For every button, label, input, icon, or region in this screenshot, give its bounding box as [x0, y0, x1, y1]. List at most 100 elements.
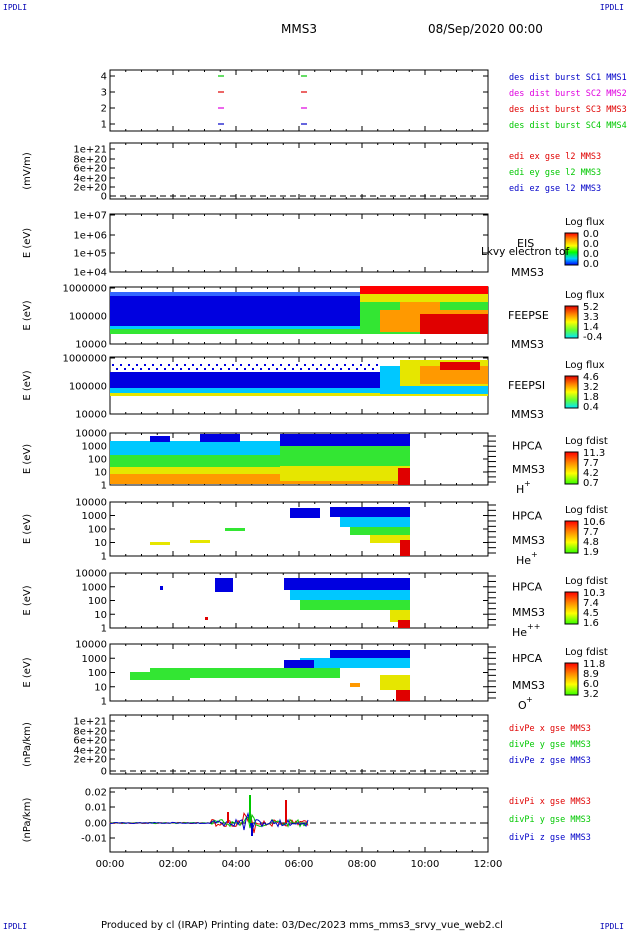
y-axis-label: (mV/m) — [22, 152, 33, 190]
spectrogram-cell — [320, 364, 322, 366]
spectrogram-cell — [168, 364, 170, 366]
legend-entry: des dist burst SC1 MMS1 — [509, 73, 627, 83]
spectrogram-cell — [280, 434, 410, 446]
corner-logo-bottom-left: IPDLI — [3, 922, 28, 931]
colorbar-value: 3.3 — [583, 312, 599, 323]
colorbar-value: 0.0 — [583, 239, 599, 250]
y-tick-label: 2 — [101, 104, 107, 115]
spectrogram-cell — [348, 368, 350, 370]
spectrogram-cell — [116, 368, 118, 370]
spectrogram-cell — [140, 368, 142, 370]
colorbar-value: 7.7 — [583, 527, 599, 538]
spectrogram-cell — [360, 364, 362, 366]
legend-entry: edi ez gse l2 MMS3 — [509, 184, 601, 194]
y-tick-label: 100 — [88, 455, 107, 466]
spectrogram-cell — [120, 364, 122, 366]
instrument-label: HPCA — [512, 652, 543, 665]
y-tick-label: 1000 — [82, 442, 107, 453]
legend-entry: des dist burst SC2 MMS2 — [509, 89, 627, 99]
y-tick-label: 1 — [101, 697, 107, 708]
colorbar-value: 1.6 — [583, 618, 599, 629]
spectrogram-cell — [156, 368, 158, 370]
spectrogram-cell — [376, 364, 378, 366]
legend-entry: divPe z gse MMS3 — [509, 756, 591, 766]
spectrogram-cell — [420, 314, 488, 334]
spectrogram-cell — [200, 364, 202, 366]
colorbar-value: 6.0 — [583, 679, 599, 690]
spectrogram-cell — [196, 368, 198, 370]
spectrogram-cell — [340, 517, 410, 527]
species-charge: + — [531, 550, 538, 559]
colorbar-value: 11.3 — [583, 448, 605, 459]
corner-logo-top-left: IPDLI — [3, 3, 28, 12]
colorbar-value: 10.3 — [583, 588, 605, 599]
date-title: 08/Sep/2020 00:00 — [428, 22, 543, 36]
colorbar-value: 3.2 — [583, 689, 599, 700]
spectrogram-cell — [110, 393, 488, 396]
spectrogram-cell — [292, 368, 294, 370]
spectrogram-cell — [300, 658, 410, 668]
colorbar-value: 4.8 — [583, 537, 599, 548]
spectrogram-cell — [248, 364, 250, 366]
colorbar-value: 3.2 — [583, 382, 599, 393]
spectrogram-cell — [330, 507, 410, 517]
spectrogram-cell — [150, 436, 170, 442]
y-tick-label: -0.01 — [81, 834, 107, 845]
spectrogram-cell — [304, 364, 306, 366]
spectrogram-cell — [288, 364, 290, 366]
spectrogram-cell — [256, 364, 258, 366]
spectrogram-cell — [164, 368, 166, 370]
panel-frame — [109, 69, 489, 132]
legend-entry: divPi x gse MMS3 — [509, 797, 591, 807]
y-tick-label: 1e+07 — [73, 211, 107, 222]
y-tick-label: 3 — [101, 88, 107, 99]
spectrogram-cell — [324, 368, 326, 370]
colorbar-title: Log fdist — [565, 505, 608, 516]
y-tick-label: 1 — [101, 120, 107, 131]
y-tick-label: 8e+20 — [73, 727, 107, 738]
x-tick-label: 00:00 — [96, 859, 125, 870]
x-tick-label: 06:00 — [285, 859, 314, 870]
spectrogram-cell — [110, 467, 410, 474]
spectrogram-cell — [332, 368, 334, 370]
spectrogram-cell — [360, 286, 488, 294]
spectrogram-cell — [312, 364, 314, 366]
y-tick-label: 1e+04 — [73, 268, 107, 279]
spectrogram-cell — [240, 364, 242, 366]
spectrogram-cell — [284, 660, 314, 668]
colorbar-value: 4.6 — [583, 372, 599, 383]
trace-line — [109, 811, 309, 832]
panel-frame — [109, 213, 489, 273]
spectrogram-cell — [228, 368, 230, 370]
colorbar-title: Log flux — [565, 360, 605, 371]
y-axis-label: E (eV) — [22, 657, 33, 687]
spectrogram-cell — [200, 434, 240, 442]
legend-entry: divPi y gse MMS3 — [509, 815, 591, 825]
spacecraft-label: MMS3 — [512, 463, 545, 476]
spectrogram-cell — [152, 364, 154, 366]
spectrogram-cell — [364, 368, 366, 370]
spectrogram-cell — [390, 610, 410, 622]
spectrogram-cell — [110, 326, 488, 329]
spectrogram-cell — [190, 540, 210, 543]
spectrogram-cell — [144, 364, 146, 366]
spectrogram-cell — [128, 364, 130, 366]
y-tick-label: 4e+20 — [73, 746, 107, 757]
y-axis-label: E (eV) — [22, 444, 33, 474]
y-axis-label: (nPa/km) — [22, 798, 33, 843]
spectrogram-cell — [268, 368, 270, 370]
y-tick-label: 10000 — [75, 640, 107, 651]
colorbar — [564, 591, 579, 625]
y-tick-label: 0.02 — [85, 788, 107, 799]
spectrogram-cell — [350, 683, 360, 687]
colorbar-value: 8.9 — [583, 669, 599, 680]
spectrogram-cell — [180, 368, 182, 370]
spectrogram-cell — [420, 366, 488, 384]
y-axis-label: E (eV) — [22, 514, 33, 544]
legend-entry: divPe x gse MMS3 — [509, 724, 591, 734]
spectrogram-cell — [272, 364, 274, 366]
y-tick-label: 100000 — [69, 312, 107, 323]
spectrogram-cell — [276, 368, 278, 370]
spectrogram-cell — [130, 672, 190, 680]
colorbar — [564, 232, 579, 266]
